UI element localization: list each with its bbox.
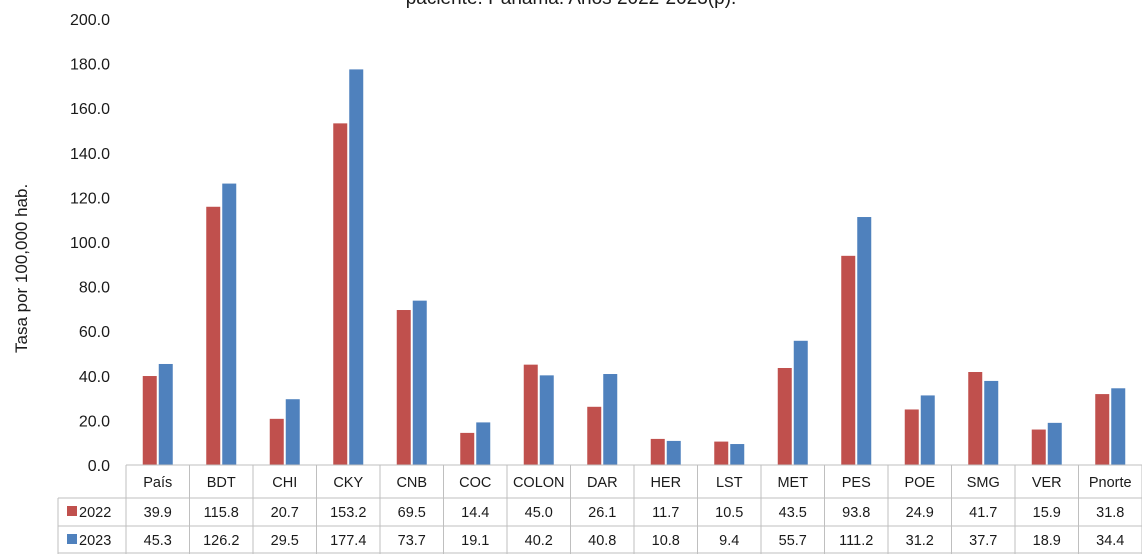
bar-2023 [666, 440, 681, 465]
data-value-2022: 39.9 [144, 505, 172, 521]
bar-2022 [587, 406, 602, 465]
data-value-2022: 11.7 [652, 505, 679, 521]
y-tick-label: 140.0 [70, 146, 110, 163]
category-label: HER [650, 475, 681, 491]
data-value-2023: 40.2 [525, 533, 553, 549]
bar-2023 [539, 375, 554, 465]
bar-2023 [349, 69, 364, 465]
chart-title: paciente. Panamá. Años 2022-2023(p). [0, 0, 1142, 18]
bar-2022 [142, 376, 157, 465]
category-label: Pnorte [1089, 475, 1132, 491]
y-tick-label: 40.0 [79, 369, 110, 386]
bar-2022 [777, 367, 792, 465]
bar-2022 [523, 364, 538, 465]
bar-2022 [904, 409, 919, 465]
category-label: MET [777, 475, 808, 491]
legend-swatch-2023 [67, 534, 77, 544]
category-label: DAR [587, 475, 618, 491]
data-value-2022: 115.8 [204, 505, 239, 521]
category-label: SMG [967, 475, 1000, 491]
y-tick-label: 0.0 [88, 458, 110, 475]
bar-2022 [460, 432, 475, 465]
data-value-2022: 14.4 [461, 505, 489, 521]
category-label: País [143, 475, 172, 491]
bar-2023 [285, 399, 300, 465]
y-tick-label: 160.0 [70, 101, 110, 118]
category-label: CKY [333, 475, 363, 491]
bar-2023 [1047, 422, 1062, 465]
data-value-2023: 45.3 [144, 533, 172, 549]
y-tick-label: 80.0 [79, 280, 110, 297]
data-value-2022: 93.8 [842, 505, 870, 521]
bar-2022 [650, 438, 665, 465]
y-tick-label: 180.0 [70, 57, 110, 74]
data-value-2022: 15.9 [1033, 505, 1061, 521]
category-label: COLON [513, 475, 565, 491]
category-label: POE [904, 475, 935, 491]
bar-2023 [920, 395, 935, 465]
y-tick-label: 120.0 [70, 190, 110, 207]
bar-2022 [333, 123, 348, 465]
data-value-2022: 24.9 [906, 505, 934, 521]
data-value-2022: 69.5 [398, 505, 426, 521]
bar-2022 [968, 372, 983, 465]
legend-swatch-2022 [67, 506, 77, 516]
data-value-2022: 41.7 [969, 505, 997, 521]
category-label: PES [842, 475, 871, 491]
bar-2023 [476, 422, 491, 465]
data-value-2022: 31.8 [1096, 505, 1124, 521]
bar-2023 [793, 340, 808, 465]
category-label: BDT [207, 475, 236, 491]
bar-2022 [714, 441, 729, 465]
bar-2022 [396, 310, 411, 465]
data-value-2023: 29.5 [271, 533, 299, 549]
data-value-2022: 26.1 [588, 505, 616, 521]
data-value-2023: 126.2 [203, 533, 239, 549]
bar-2023 [222, 183, 237, 465]
data-value-2023: 31.2 [906, 533, 934, 549]
y-tick-label: 200.0 [70, 12, 110, 29]
data-value-2023: 40.8 [588, 533, 616, 549]
data-value-2023: 10.8 [652, 533, 680, 549]
category-label: CHI [272, 475, 297, 491]
category-label: COC [459, 475, 491, 491]
data-value-2023: 55.7 [779, 533, 807, 549]
bar-2022 [269, 418, 284, 465]
data-value-2023: 19.1 [461, 533, 489, 549]
bar-2023 [412, 300, 427, 465]
data-value-2023: 34.4 [1096, 533, 1124, 549]
bar-2022 [1095, 394, 1110, 465]
data-value-2023: 18.9 [1033, 533, 1061, 549]
data-value-2023: 73.7 [398, 533, 426, 549]
bar-2023 [158, 363, 173, 465]
y-tick-label: 60.0 [79, 324, 110, 341]
data-value-2022: 20.7 [271, 505, 299, 521]
bar-2022 [1031, 429, 1046, 465]
bar-2023 [730, 444, 745, 465]
bar-2023 [984, 380, 999, 465]
data-value-2023: 177.4 [330, 533, 366, 549]
data-value-2022: 43.5 [779, 505, 807, 521]
data-value-2023: 111.2 [839, 533, 873, 549]
y-tick-label: 20.0 [79, 413, 110, 430]
bar-2023 [1111, 388, 1126, 465]
category-label: LST [716, 475, 743, 491]
legend-label: 2023 [79, 533, 111, 549]
bar-2023 [603, 374, 618, 465]
bar-2022 [841, 255, 856, 465]
category-label: CNB [396, 475, 427, 491]
data-value-2023: 9.4 [719, 533, 739, 549]
data-value-2023: 37.7 [969, 533, 997, 549]
y-tick-label: 100.0 [70, 235, 110, 252]
data-value-2022: 45.0 [525, 505, 553, 521]
category-label: VER [1032, 475, 1062, 491]
data-value-2022: 10.5 [715, 505, 743, 521]
legend-label: 2022 [79, 505, 111, 521]
data-value-2022: 153.2 [330, 505, 366, 521]
bar-2023 [857, 217, 872, 465]
bar-2022 [206, 206, 221, 466]
